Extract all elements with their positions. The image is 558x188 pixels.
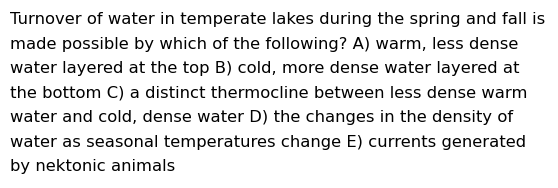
Text: water and cold, dense water D) the changes in the density of: water and cold, dense water D) the chang…: [10, 110, 513, 125]
Text: the bottom C) a distinct thermocline between less dense warm: the bottom C) a distinct thermocline bet…: [10, 86, 527, 101]
Text: made possible by which of the following? A) warm, less dense: made possible by which of the following?…: [10, 36, 518, 52]
Text: water as seasonal temperatures change E) currents generated: water as seasonal temperatures change E)…: [10, 134, 526, 149]
Text: by nektonic animals: by nektonic animals: [10, 159, 175, 174]
Text: Turnover of water in temperate lakes during the spring and fall is: Turnover of water in temperate lakes dur…: [10, 12, 545, 27]
Text: water layered at the top B) cold, more dense water layered at: water layered at the top B) cold, more d…: [10, 61, 519, 76]
